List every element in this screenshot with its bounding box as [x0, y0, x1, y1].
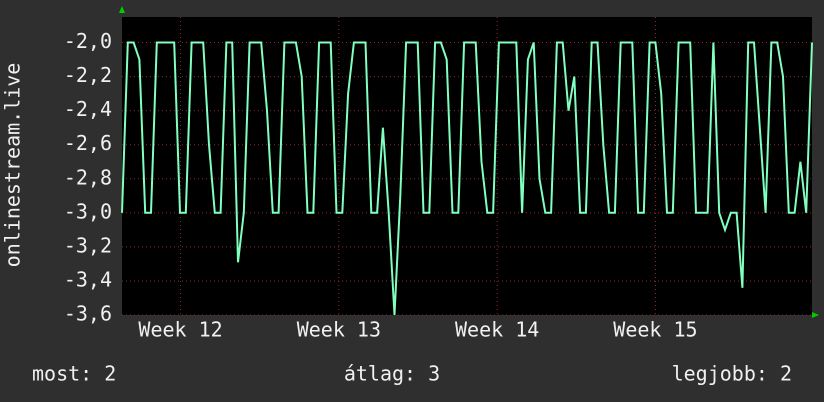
- y-tick-label: -2,8: [64, 165, 112, 189]
- x-tick-label: Week 12: [138, 318, 222, 342]
- y-tick-label: -3,0: [64, 199, 112, 223]
- x-tick-label: Week 15: [613, 318, 697, 342]
- x-tick-label: Week 13: [297, 318, 381, 342]
- y-tick-label: -2,4: [64, 97, 112, 121]
- y-tick-label: -2,6: [64, 131, 112, 155]
- y-tick-label: -3,2: [64, 233, 112, 257]
- legend-max: legjobb: 2: [672, 362, 792, 386]
- legend-average: átlag: 3: [344, 362, 440, 386]
- legend-current: most: 2: [32, 362, 116, 386]
- x-tick-label: Week 14: [455, 318, 539, 342]
- plot-area: [122, 17, 812, 315]
- axis-arrow: [119, 6, 125, 13]
- y-tick-label: -3,6: [64, 302, 112, 326]
- data-line: [121, 41, 813, 316]
- axis-arrow: [812, 312, 819, 318]
- y-tick-label: -2,0: [64, 29, 112, 53]
- y-axis-title: onlinestream.live: [1, 63, 25, 268]
- y-tick-label: -2,2: [64, 63, 112, 87]
- y-tick-label: -3,4: [64, 267, 112, 291]
